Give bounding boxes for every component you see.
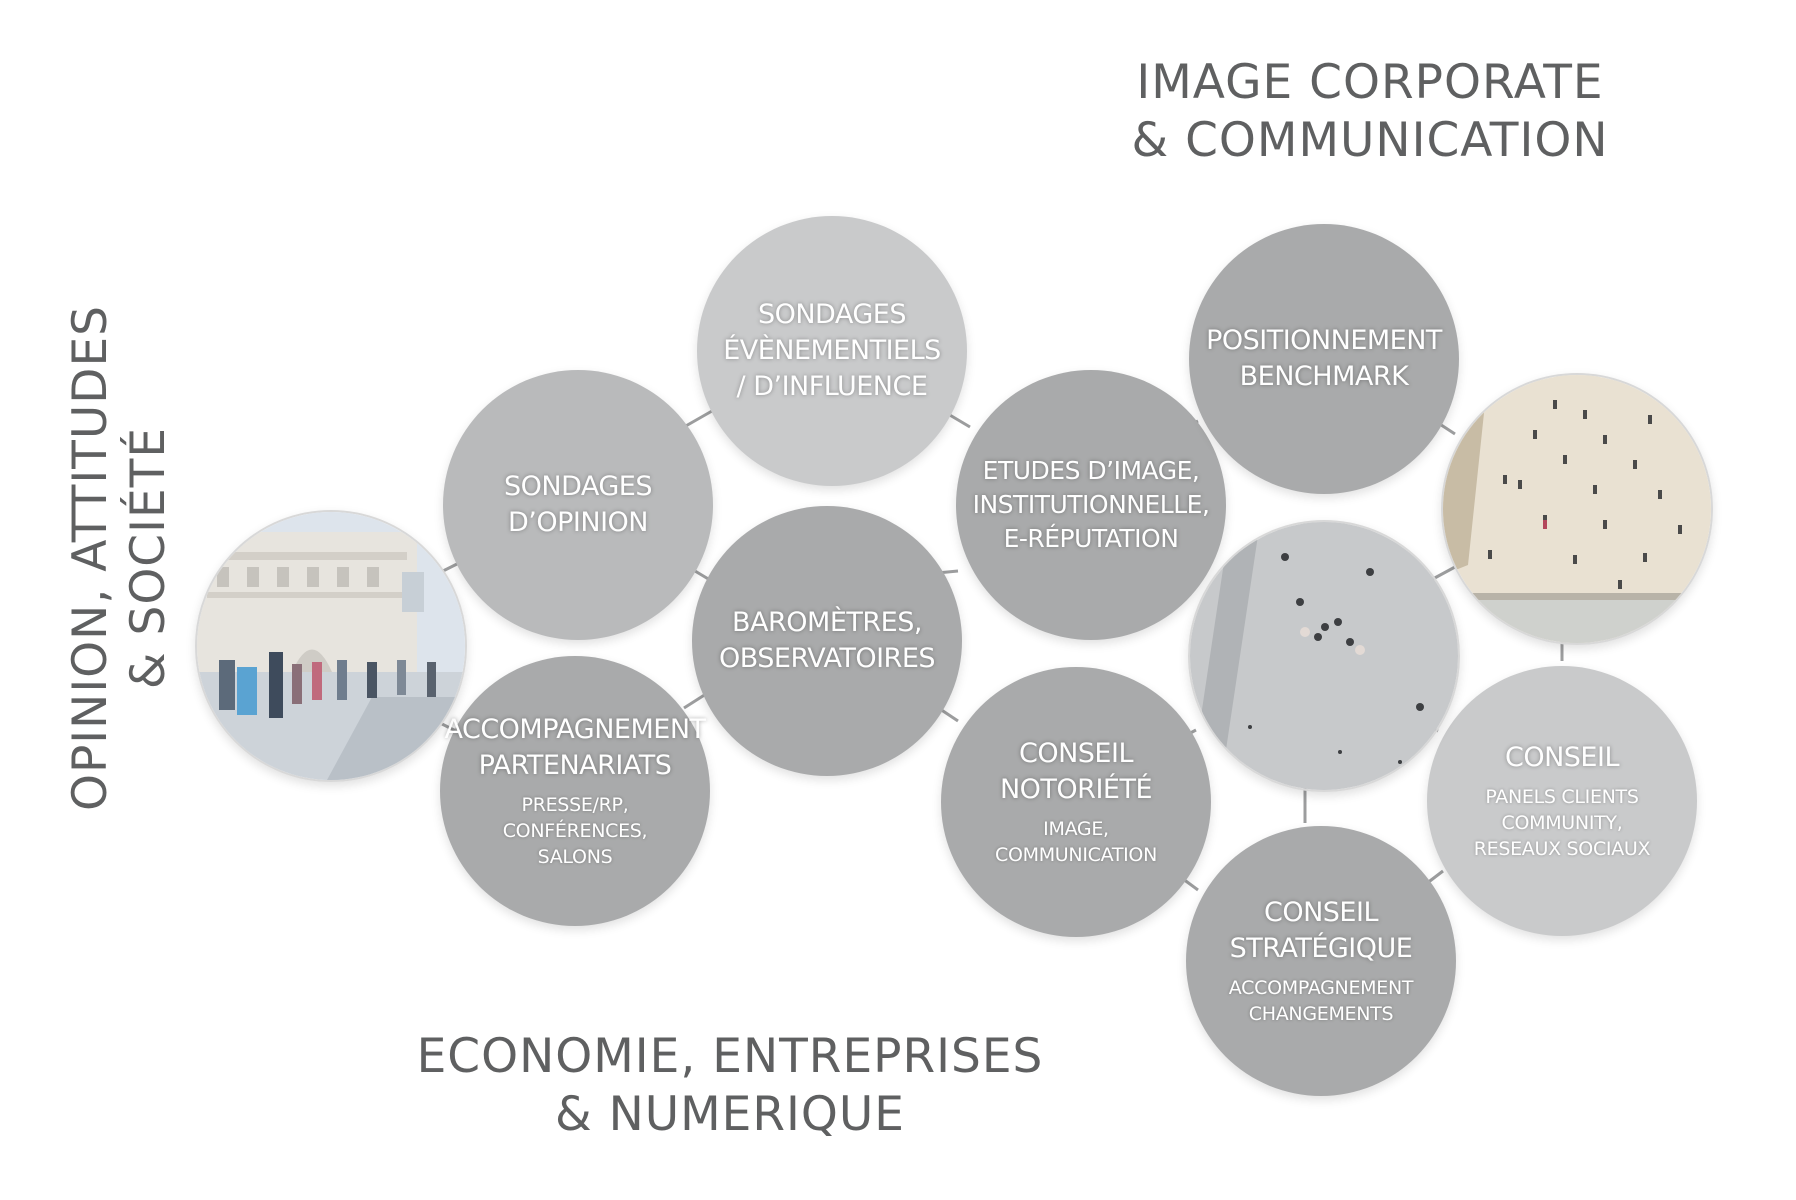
park-crowd-photo <box>1441 373 1713 645</box>
louvre-crowd-image <box>197 512 465 780</box>
bubble-conseil-strategique[interactable]: CONSEIL STRATÉGIQUE ACCOMPAGNEMENT CHANG… <box>1186 826 1456 1096</box>
plaza-aerial-photo <box>1188 520 1460 792</box>
connector-line <box>683 409 713 429</box>
heading-image-corporate: IMAGE CORPORATE & COMMUNICATION <box>1131 55 1609 168</box>
bubble-conseil[interactable]: CONSEIL PANELS CLIENTS COMMUNITY, RESEAU… <box>1427 666 1697 936</box>
connector-line <box>683 692 707 710</box>
bubble-conseil-notoriete[interactable]: CONSEIL NOTORIÉTÉ IMAGE, COMMUNICATION <box>941 667 1211 937</box>
plaza-aerial-image <box>1190 522 1458 790</box>
bubble-sondages-evenementiels[interactable]: SONDAGES ÉVÈNEMENTIELS / D’INFLUENCE <box>697 216 967 486</box>
louvre-crowd-photo <box>195 510 467 782</box>
bubble-accompagnement[interactable]: ACCOMPAGNEMENT PARTENARIATS PRESSE/RP, C… <box>440 656 710 926</box>
bubble-barometres[interactable]: BAROMÈTRES, OBSERVATOIRES <box>692 506 962 776</box>
bubble-positionnement[interactable]: POSITIONNEMENT BENCHMARK <box>1189 224 1459 494</box>
heading-economie-entreprises: ECONOMIE, ENTREPRISES & NUMERIQUE <box>416 1029 1044 1142</box>
park-crowd-image <box>1443 375 1711 643</box>
bubble-sondages-opinion[interactable]: SONDAGES D’OPINION <box>443 370 713 640</box>
heading-opinion-attitudes: OPINION, ATTITUDES & SOCIÉTÉ <box>63 304 176 812</box>
bubble-etudes-image[interactable]: ETUDES D’IMAGE, INSTITUTIONNELLE, E-RÉPU… <box>956 370 1226 640</box>
